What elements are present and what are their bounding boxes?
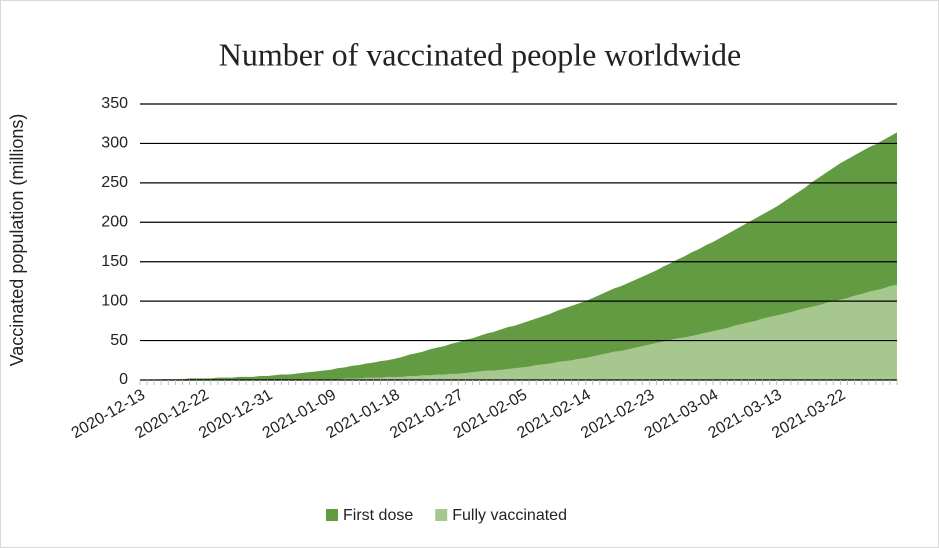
- area: [140, 132, 897, 380]
- y-axis-label: Vaccinated population (millions): [7, 114, 27, 367]
- legend-swatch: [435, 509, 448, 521]
- legend-swatch: [326, 509, 338, 521]
- chart-title: Number of vaccinated people worldwide: [219, 36, 741, 72]
- y-tick-label: 200: [101, 214, 128, 231]
- y-tick-label: 250: [101, 174, 128, 191]
- area: [140, 284, 897, 380]
- y-tick-label: 0: [119, 371, 128, 388]
- y-tick-label: 300: [101, 135, 128, 152]
- legend-label: Fully vaccinated: [452, 507, 567, 524]
- y-tick-label: 350: [101, 95, 128, 112]
- y-tick-label: 100: [101, 292, 128, 309]
- y-tick-label: 50: [110, 332, 128, 349]
- y-tick-label: 150: [101, 253, 128, 270]
- legend-label: First dose: [343, 507, 413, 524]
